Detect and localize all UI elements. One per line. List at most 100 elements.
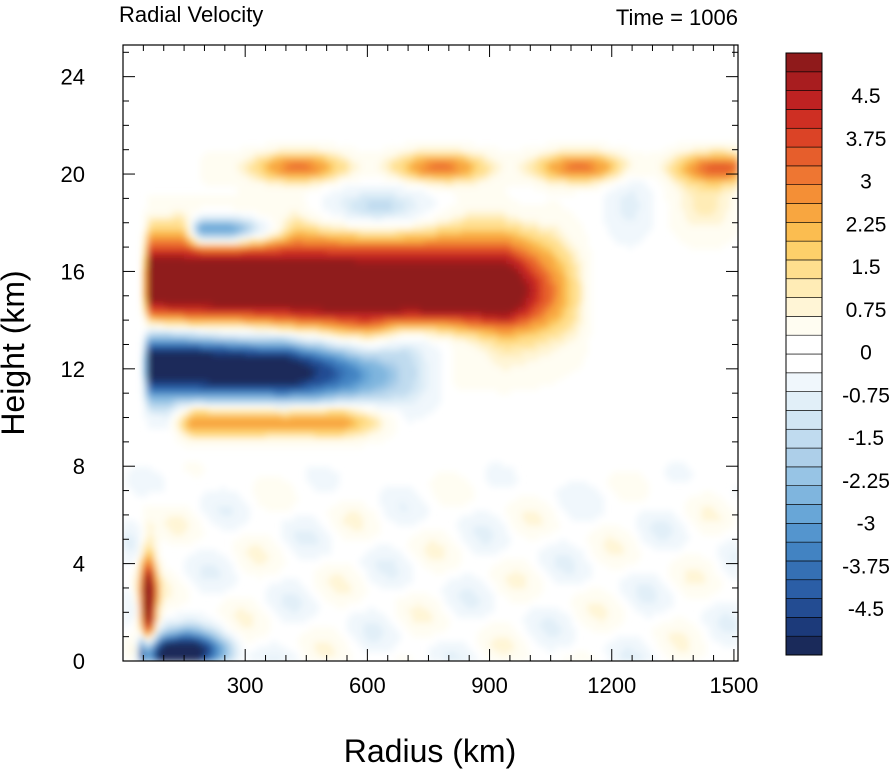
heatmap-cell xyxy=(334,209,340,216)
heatmap-cell xyxy=(371,549,377,555)
heatmap-cell xyxy=(249,350,254,357)
heatmap-cell xyxy=(159,321,165,327)
heatmap-cell xyxy=(232,239,238,245)
heatmap-cell xyxy=(277,433,283,439)
heatmap-cell xyxy=(257,418,263,424)
heatmap-cell xyxy=(281,520,287,526)
heatmap-cell xyxy=(232,253,238,260)
heatmap-cell xyxy=(188,530,193,536)
heatmap-cell xyxy=(155,539,161,546)
heatmap-cell xyxy=(322,243,328,250)
heatmap-cell xyxy=(192,306,197,313)
heatmap-cell xyxy=(338,365,344,371)
heatmap-cell xyxy=(281,316,287,323)
heatmap-cell xyxy=(289,491,295,497)
heatmap-cell xyxy=(318,302,324,308)
heatmap-cell xyxy=(208,311,214,318)
heatmap-cell xyxy=(171,656,177,661)
heatmap-cell xyxy=(322,369,328,376)
heatmap-cell xyxy=(163,214,169,221)
heatmap-cell xyxy=(375,195,381,201)
heatmap-cell xyxy=(289,268,295,274)
heatmap-cell xyxy=(310,224,316,230)
heatmap-cell xyxy=(306,282,311,289)
heatmap-cell xyxy=(147,365,153,371)
heatmap-cell xyxy=(237,248,242,255)
heatmap-cell xyxy=(310,379,316,386)
heatmap-cell xyxy=(277,559,283,565)
heatmap-cell xyxy=(371,243,377,250)
heatmap-cell xyxy=(277,656,283,661)
heatmap-cell xyxy=(318,360,324,366)
heatmap-cell xyxy=(188,437,193,444)
heatmap-cell xyxy=(355,253,360,260)
heatmap-cell xyxy=(269,166,275,172)
heatmap-cell xyxy=(232,175,238,182)
heatmap-cell xyxy=(351,292,356,298)
heatmap-cell xyxy=(306,355,311,361)
heatmap-cell xyxy=(298,379,303,386)
heatmap-cell xyxy=(281,491,287,497)
heatmap-cell xyxy=(322,161,328,167)
heatmap-cell xyxy=(196,234,201,240)
heatmap-cell xyxy=(232,331,238,337)
heatmap-cell xyxy=(224,277,230,284)
heatmap-cell xyxy=(363,229,368,235)
heatmap-cell xyxy=(245,263,250,269)
heatmap-cell xyxy=(257,481,263,487)
heatmap-cell xyxy=(232,234,238,240)
heatmap-cell xyxy=(192,297,197,303)
heatmap-cell xyxy=(310,433,316,439)
heatmap-cell xyxy=(253,161,258,167)
heatmap-cell xyxy=(237,399,242,405)
heatmap-cell xyxy=(228,525,234,531)
heatmap-cell xyxy=(212,229,218,235)
heatmap-cell xyxy=(314,554,320,560)
heatmap-cell xyxy=(241,384,246,390)
heatmap-cell xyxy=(159,306,165,313)
heatmap-cell xyxy=(387,423,393,429)
heatmap-cell xyxy=(371,617,377,623)
heatmap-cell xyxy=(175,374,181,381)
heatmap-cell xyxy=(212,568,218,575)
heatmap-cell xyxy=(192,200,197,206)
heatmap-cell xyxy=(342,641,348,648)
heatmap-cell xyxy=(184,530,189,536)
heatmap-cell xyxy=(249,282,254,289)
heatmap-cell xyxy=(379,248,385,255)
heatmap-cell xyxy=(285,433,291,439)
heatmap-cell xyxy=(334,263,340,269)
heatmap-cell xyxy=(184,646,189,652)
heatmap-cell xyxy=(281,588,287,594)
heatmap-cell xyxy=(314,544,320,551)
heatmap-cell xyxy=(184,297,189,303)
heatmap-cell xyxy=(302,166,307,172)
heatmap-cell xyxy=(220,214,226,221)
heatmap-cell xyxy=(342,156,348,163)
heatmap-cell xyxy=(302,607,307,614)
heatmap-cell xyxy=(135,549,140,555)
heatmap-cell xyxy=(159,520,165,526)
heatmap-cell xyxy=(159,481,165,487)
heatmap-cell xyxy=(257,316,263,323)
heatmap-cell xyxy=(383,345,389,352)
heatmap-cell xyxy=(269,350,275,357)
heatmap-cell xyxy=(208,491,214,497)
heatmap-cell xyxy=(249,263,254,269)
heatmap-cell xyxy=(273,224,279,230)
heatmap-cell xyxy=(379,272,385,279)
heatmap-cell xyxy=(351,234,356,240)
heatmap-cell xyxy=(237,379,242,386)
heatmap-cell xyxy=(180,423,185,429)
heatmap-cell xyxy=(163,234,169,240)
heatmap-cell xyxy=(363,408,368,415)
heatmap-cell xyxy=(208,627,214,633)
heatmap-cell xyxy=(334,272,340,279)
heatmap-cell xyxy=(330,568,336,575)
heatmap-cell xyxy=(228,491,234,497)
heatmap-cell xyxy=(387,243,393,250)
heatmap-cell xyxy=(379,306,385,313)
heatmap-cell xyxy=(163,379,169,386)
heatmap-cell xyxy=(375,258,381,264)
heatmap-cell xyxy=(208,277,214,284)
